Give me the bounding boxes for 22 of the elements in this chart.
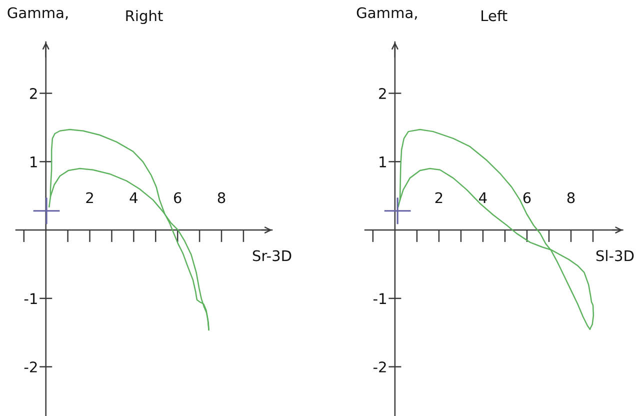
y-tick-label: 2 [379,88,386,99]
x-tick-label: 6 [174,192,182,204]
y-tick-label: 1 [380,156,386,168]
x-tick-label: 8 [567,192,575,204]
x-axis-title: Sl-3D [596,250,634,262]
x-tick-label: 8 [218,192,226,204]
x-tick-label: 4 [479,192,487,204]
x-axis-title: Sr-3D [252,250,292,262]
y-tick-label: -2 [373,361,386,372]
y-tick-label: 1 [30,156,37,168]
y-axis-title: Gamma, [356,7,417,20]
x-tick-label: 2 [86,192,93,204]
x-tick-label: 4 [130,192,138,204]
x-tick-label: 2 [435,192,442,204]
x-tick-label: 6 [523,192,531,204]
chart-title: Left [482,10,508,22]
y-tick-label: -1 [24,293,37,304]
chart-title: Right [126,10,163,24]
y-tick-label: 2 [30,88,37,99]
y-axis-title: Gamma, [8,7,68,20]
y-tick-label: -2 [24,361,37,372]
y-tick-label: -1 [373,293,386,304]
